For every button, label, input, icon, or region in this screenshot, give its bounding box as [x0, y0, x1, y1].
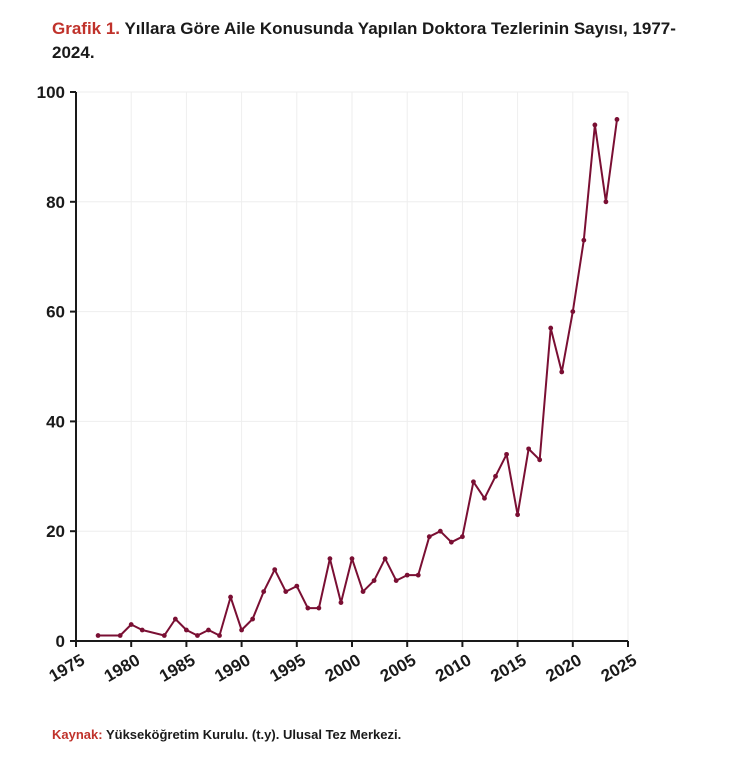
data-point [448, 539, 454, 545]
data-point [206, 627, 211, 633]
x-tick-label: 2005 [377, 650, 419, 685]
chart-title-prefix: Grafik 1. [52, 19, 121, 38]
data-point [228, 594, 233, 600]
data-point [239, 627, 245, 633]
x-tick-label: 2000 [322, 650, 364, 685]
data-point [305, 605, 311, 611]
data-point [294, 583, 300, 589]
y-tick-label: 40 [46, 412, 65, 431]
x-tick-label: 2015 [487, 650, 529, 685]
y-tick-label: 20 [46, 522, 65, 541]
data-point [482, 495, 487, 501]
data-point [95, 633, 101, 638]
data-point [437, 528, 443, 534]
data-point [371, 578, 377, 584]
data-point [161, 633, 167, 638]
data-point [515, 512, 520, 518]
source-text: Yükseköğretim Kurulu. (t.y). Ulusal Tez … [105, 727, 402, 742]
chart-title-text: Yıllara Göre Aile Konusunda Yapılan Dokt… [52, 19, 676, 62]
data-point [272, 567, 278, 573]
data-point [559, 369, 565, 375]
data-point [360, 589, 366, 594]
data-point [195, 633, 200, 638]
x-tick-label: 2020 [543, 650, 585, 685]
data-point [139, 627, 145, 633]
data-point [426, 534, 432, 540]
x-tick-label: 1995 [267, 650, 309, 685]
x-tick-labels: 1975 1980 1985 1990 1995 2000 2005 2010 2015 2020… [46, 641, 640, 686]
data-point [415, 572, 421, 578]
data-point [581, 237, 587, 243]
data-point [172, 616, 178, 622]
gridlines [76, 91, 629, 641]
data-point [250, 616, 256, 622]
data-point [614, 117, 620, 122]
data-point [592, 122, 598, 128]
data-point [460, 534, 465, 540]
x-tick-label: 2025 [598, 650, 640, 685]
data-point [537, 457, 543, 463]
data-point [504, 451, 509, 457]
y-tick-label: 100 [37, 83, 65, 102]
data-point [217, 633, 222, 638]
data-point [316, 605, 322, 611]
data-point [526, 446, 532, 452]
data-point [117, 633, 123, 638]
x-tick-label: 2010 [432, 650, 474, 685]
x-tick-label: 1985 [156, 650, 198, 685]
data-point [327, 556, 333, 562]
x-tick-label: 1990 [211, 650, 253, 685]
y-tick-label: 0 [56, 632, 65, 651]
data-point [570, 309, 576, 314]
data-point [338, 600, 344, 605]
data-point [393, 578, 399, 584]
series-line [98, 119, 618, 637]
chart-title: Grafik 1. Yıllara Göre Aile Konusunda Ya… [52, 17, 712, 65]
y-tick-label: 80 [46, 193, 65, 212]
source-prefix: Kaynak: [52, 727, 103, 742]
y-tick-label: 60 [46, 303, 65, 322]
x-tick-label: 1975 [46, 650, 88, 685]
data-point [493, 473, 498, 479]
series-group [95, 117, 620, 638]
data-point [349, 556, 355, 562]
data-point [548, 325, 554, 331]
data-point [261, 589, 267, 594]
data-point [382, 556, 388, 562]
data-point [283, 589, 289, 594]
data-point [184, 627, 189, 633]
data-point [603, 199, 609, 205]
y-tick-labels: 0 20 40 60 80 100 [37, 83, 76, 651]
data-point [128, 622, 134, 627]
data-point [471, 479, 476, 485]
x-tick-label: 1980 [101, 650, 143, 685]
data-point [404, 572, 410, 578]
source-note: Kaynak: Yükseköğretim Kurulu. (t.y). Ulu… [52, 727, 401, 742]
